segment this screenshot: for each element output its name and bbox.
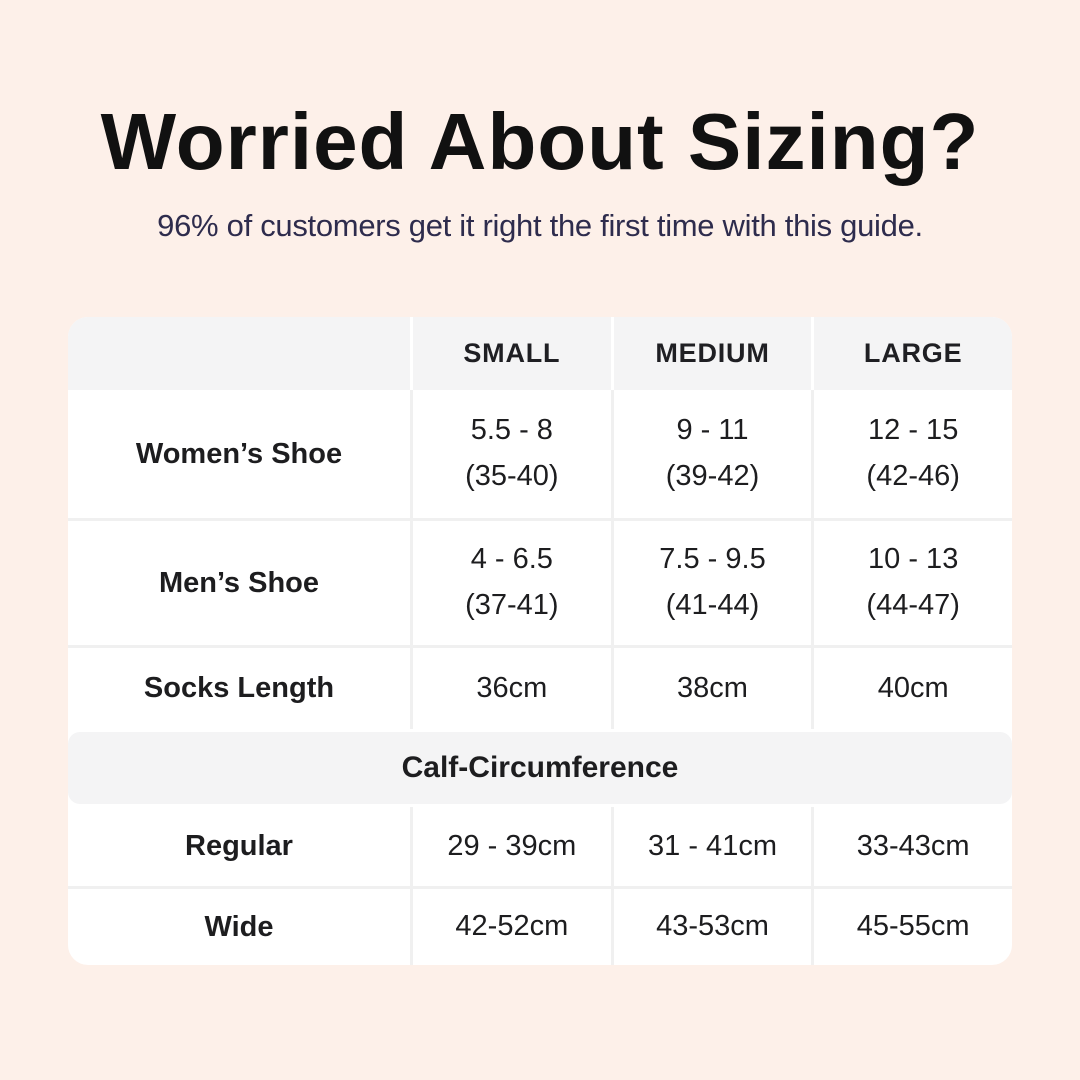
value-line: 5.5 - 8 (470, 414, 553, 447)
value-line: (44-47) (866, 589, 960, 621)
cell-wide-medium: 43-53cm (610, 889, 812, 965)
row-label-socks-length: Socks Length (143, 672, 335, 704)
cell-socks-small: 36cm (410, 648, 611, 729)
header-cell-small: SMALL (410, 317, 611, 390)
cell-womens-large: 12 - 15 (42-46) (811, 390, 1012, 518)
cell-socks-large: 40cm (811, 648, 1012, 729)
cell-mens-small: 4 - 6.5 (37-41) (410, 521, 611, 645)
value-line: 4 - 6.5 (470, 543, 553, 576)
section-band-wrap: Calf-Circumference (68, 729, 1012, 807)
page-title: Worried About Sizing? (100, 97, 980, 186)
row-label-mens-shoe: Men’s Shoe (158, 566, 320, 599)
value-line: 10 - 13 (868, 543, 959, 576)
cell-regular-medium: 31 - 41cm (610, 807, 812, 886)
cell-wide-large: 45-55cm (811, 889, 1012, 965)
section-band-calf-circumference: Calf-Circumference (68, 732, 1012, 804)
table-row-mens-shoe: Men’s Shoe 4 - 6.5 (37-41) 7.5 - 9.5 (41… (68, 518, 1012, 645)
value-line: (37-41) (465, 589, 559, 621)
table-row-regular: Regular 29 - 39cm 31 - 41cm 33-43cm (68, 807, 1012, 886)
table-row-womens-shoe: Women’s Shoe 5.5 - 8 (35-40) 9 - 11 (39-… (68, 390, 1012, 518)
cell-regular-small: 29 - 39cm (410, 807, 611, 886)
size-chart-table: SMALL MEDIUM LARGE Women’s Shoe 5.5 - 8 … (68, 317, 1012, 965)
value-line: (39-42) (665, 460, 760, 492)
cell-wide-small: 42-52cm (410, 889, 611, 965)
cell-socks-medium: 38cm (610, 648, 812, 729)
page-subtitle: 96% of customers get it right the first … (157, 208, 923, 243)
value-line: (35-40) (465, 460, 559, 492)
cell-regular-large: 33-43cm (811, 807, 1012, 886)
value-line: (42-46) (866, 460, 960, 492)
header-cell-large: LARGE (811, 317, 1012, 390)
table-header-row: SMALL MEDIUM LARGE (68, 317, 1012, 390)
header-cell-medium: MEDIUM (610, 317, 812, 390)
value-line: 7.5 - 9.5 (659, 543, 766, 576)
table-row-wide: Wide 42-52cm 43-53cm 45-55cm (68, 886, 1012, 965)
cell-mens-large: 10 - 13 (44-47) (811, 521, 1012, 645)
cell-womens-small: 5.5 - 8 (35-40) (410, 390, 611, 518)
value-line: 12 - 15 (868, 414, 959, 447)
row-label-regular: Regular (185, 830, 293, 862)
table-row-socks-length: Socks Length 36cm 38cm 40cm (68, 645, 1012, 729)
header-cell-empty (68, 317, 410, 390)
value-line: (41-44) (665, 589, 760, 621)
value-line: 9 - 11 (676, 414, 749, 447)
cell-mens-medium: 7.5 - 9.5 (41-44) (610, 521, 812, 645)
cell-womens-medium: 9 - 11 (39-42) (610, 390, 812, 518)
row-label-wide: Wide (204, 910, 274, 943)
row-label-womens-shoe: Women’s Shoe (135, 437, 343, 470)
